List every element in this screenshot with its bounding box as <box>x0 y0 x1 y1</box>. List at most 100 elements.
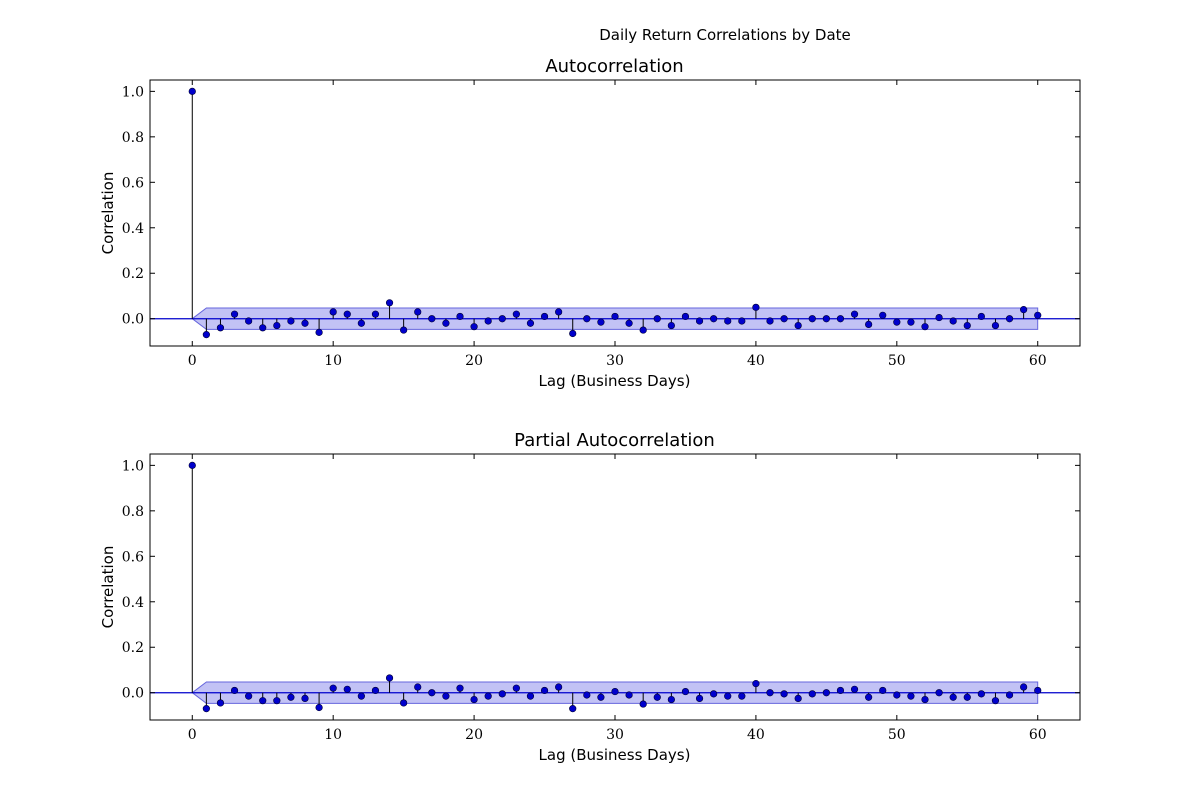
acf-point-52 <box>921 323 929 331</box>
acf-point-9 <box>315 328 323 336</box>
acf-point-33 <box>653 315 661 323</box>
pacf-point-54 <box>949 693 957 701</box>
acf-point-40 <box>752 303 760 311</box>
pacf-xtick-label-10: 10 <box>324 727 342 743</box>
pacf-ylabel: Correlation <box>99 546 117 629</box>
acf-point-2 <box>216 324 225 332</box>
acf-point-42 <box>780 315 788 323</box>
pacf-point-21 <box>484 692 492 700</box>
pacf-ytick-label-0: 0.0 <box>122 686 144 702</box>
acf-point-60 <box>1034 311 1042 319</box>
pacf-point-29 <box>597 693 605 701</box>
pacf-point-23 <box>512 684 520 692</box>
figure-title: Daily Return Correlations by Date <box>599 26 851 44</box>
acf-point-29 <box>597 318 605 326</box>
acf-point-34 <box>667 321 675 330</box>
pacf-point-50 <box>893 691 901 699</box>
acf-point-28 <box>583 315 591 323</box>
pacf-ytick-label-3: 0.6 <box>122 549 144 565</box>
acf-point-36 <box>695 317 704 325</box>
pacf-ytick-label-4: 0.8 <box>122 504 144 520</box>
pacf-point-32 <box>639 700 647 708</box>
acf-point-27 <box>569 329 577 338</box>
acf-point-21 <box>484 317 492 325</box>
pacf-axes-frame <box>149 453 1081 721</box>
pacf-point-36 <box>695 694 704 703</box>
acf-point-24 <box>526 319 535 327</box>
acf-point-54 <box>949 317 957 325</box>
acf-xtick-label-40: 40 <box>747 353 765 369</box>
acf-point-59 <box>1020 306 1028 314</box>
acf-point-0 <box>188 87 196 95</box>
acf-point-1 <box>202 331 210 339</box>
acf-point-51 <box>907 318 915 326</box>
acf-ytick-label-1: 0.2 <box>122 266 144 282</box>
pacf-point-20 <box>470 695 478 704</box>
pacf-point-26 <box>555 683 563 691</box>
acf-point-23 <box>512 310 520 318</box>
acf-ytick-label-2: 0.4 <box>122 221 144 237</box>
pacf-point-27 <box>569 705 577 713</box>
acf-point-8 <box>301 319 309 327</box>
pacf-ytick-label-2: 0.4 <box>122 595 144 611</box>
acf-point-46 <box>836 315 845 323</box>
acf-point-22 <box>498 315 506 323</box>
pacf-point-37 <box>710 690 718 698</box>
pacf-point-14 <box>385 674 394 682</box>
acf-point-15 <box>400 326 408 334</box>
acf-point-58 <box>1005 315 1014 323</box>
pacf-point-58 <box>1005 691 1014 699</box>
acf-point-43 <box>794 321 802 330</box>
acf-point-56 <box>977 312 985 321</box>
pacf-point-12 <box>357 692 365 700</box>
acf-point-57 <box>991 321 1000 330</box>
pacf-point-56 <box>977 690 985 698</box>
pacf-point-25 <box>540 686 549 695</box>
pacf-xlabel: Lag (Business Days) <box>539 746 691 764</box>
acf-point-4 <box>245 317 253 325</box>
pacf-xtick-label-0: 0 <box>188 727 197 743</box>
acf-point-11 <box>343 310 351 318</box>
pacf-ytick-label-1: 0.2 <box>122 640 144 656</box>
pacf-point-31 <box>625 691 633 699</box>
pacf-point-4 <box>245 692 253 700</box>
acf-point-41 <box>766 317 774 325</box>
acf-ytick-label-5: 1.0 <box>122 84 144 100</box>
pacf-point-46 <box>836 686 845 695</box>
pacf-point-44 <box>808 690 816 698</box>
pacf-point-17 <box>428 689 436 697</box>
pacf-point-59 <box>1020 683 1028 691</box>
acf-point-14 <box>385 299 394 307</box>
acf-point-17 <box>428 315 436 323</box>
acf-ytick-label-0: 0.0 <box>122 312 144 328</box>
pacf-plot-area: 0 10 20 30 40 50 60 0.0 0.2 0.4 0.6 0.8 1.0 <box>122 453 1081 743</box>
pacf-point-43 <box>794 694 802 703</box>
pacf-point-15 <box>400 699 408 707</box>
acf-xtick-label-0: 0 <box>188 353 197 369</box>
pacf-point-49 <box>879 686 887 695</box>
pacf-point-30 <box>611 687 619 696</box>
pacf-point-6 <box>273 697 281 705</box>
pacf-point-24 <box>526 692 535 700</box>
acf-xtick-label-20: 20 <box>465 353 483 369</box>
pacf-point-19 <box>456 684 464 692</box>
acf-point-20 <box>470 323 478 331</box>
acf-point-3 <box>230 310 239 318</box>
pacf-ytick-label-5: 1.0 <box>122 458 144 474</box>
pacf-title: Partial Autocorrelation <box>514 430 715 451</box>
acf-ylabel: Correlation <box>99 172 117 255</box>
pacf-point-11 <box>343 685 351 693</box>
pacf-point-57 <box>991 697 1000 705</box>
pacf-point-45 <box>822 689 830 697</box>
pacf-point-53 <box>935 689 943 697</box>
pacf-point-52 <box>921 695 929 704</box>
pacf-point-40 <box>752 680 760 688</box>
pacf-xtick-label-30: 30 <box>606 727 624 743</box>
acf-xtick-label-60: 60 <box>1029 353 1047 369</box>
pacf-point-13 <box>371 686 380 695</box>
pacf-point-34 <box>667 695 675 704</box>
pacf-point-41 <box>766 689 774 697</box>
acf-xlabel: Lag (Business Days) <box>539 372 691 390</box>
acf-point-7 <box>287 317 295 325</box>
